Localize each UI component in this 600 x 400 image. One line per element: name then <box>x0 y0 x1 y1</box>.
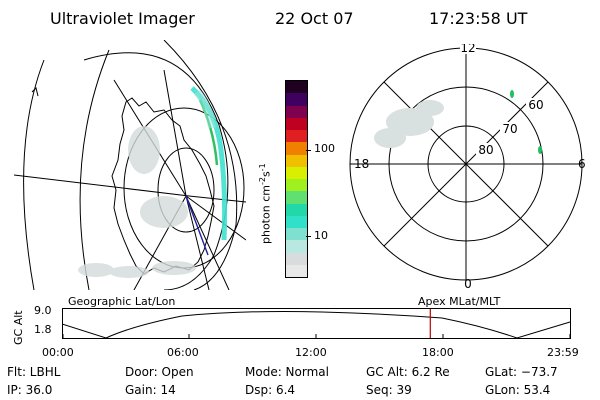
polar-plot: 12 18 6 0 60 70 80 <box>349 44 586 291</box>
status-seq: Seq: 39 <box>366 383 412 397</box>
polar-label-12: 12 <box>460 44 475 55</box>
colorbar-band <box>286 81 307 94</box>
colorbar-band <box>286 215 307 228</box>
status-filter: Flt: LBHL <box>7 365 61 379</box>
colorbar-band <box>286 154 307 167</box>
colorbar-band <box>286 105 307 118</box>
color-scale-bar <box>285 80 308 278</box>
polar-label-70: 70 <box>502 122 517 136</box>
altitude-curve <box>62 311 571 339</box>
colorbar-tick-label: 10 <box>314 229 328 242</box>
timeline-tick-label: 12:00 <box>295 346 327 359</box>
polar-label-18: 18 <box>354 157 369 171</box>
colorbar-band <box>286 240 307 253</box>
lat-arc <box>79 49 110 290</box>
timeline-tick-label: 18:00 <box>422 346 454 359</box>
timeline-chart <box>62 308 571 339</box>
colorbar-band <box>286 252 307 265</box>
colorbar-band <box>286 203 307 216</box>
timeline-left-title: Geographic Lat/Lon <box>68 295 176 308</box>
colorbar-tick <box>306 150 311 151</box>
header-time: 17:23:58 UT <box>429 9 528 28</box>
timeline-y-max: 9.0 <box>34 304 52 317</box>
colorbar-band <box>286 117 307 130</box>
colorbar-band <box>286 130 307 143</box>
satellite-track <box>185 195 209 256</box>
app-title: Ultraviolet Imager <box>50 9 195 28</box>
aurora-dot <box>510 90 514 98</box>
timeline-tick-label: 23:59 <box>547 346 579 359</box>
colorbar-tick-label: 100 <box>314 142 335 155</box>
status-mode: Mode: Normal <box>245 365 329 379</box>
lat-arc <box>23 59 45 290</box>
status-dsp: Dsp: 6.4 <box>245 383 296 397</box>
status-gain: Gain: 14 <box>125 383 176 397</box>
header-date: 22 Oct 07 <box>275 9 354 28</box>
polar-diag <box>383 81 549 247</box>
status-gc-alt: GC Alt: 6.2 Re <box>366 365 450 379</box>
lat-arc <box>83 52 229 290</box>
pole-marker <box>31 87 39 97</box>
timeline-frame <box>62 308 571 339</box>
coastline <box>111 97 215 275</box>
lat-arc <box>163 40 238 290</box>
status-ip: IP: 36.0 <box>7 383 53 397</box>
timeline-y-label: GC Alt <box>12 310 25 345</box>
colorbar-band <box>286 228 307 241</box>
polar-label-0: 0 <box>464 277 472 291</box>
polar-label-80: 80 <box>478 143 493 157</box>
colorbar-units-label: photon cm-2s-1 <box>258 163 273 244</box>
colorbar-band <box>286 179 307 192</box>
polar-label-60: 60 <box>528 98 543 112</box>
aurora-dot <box>538 146 542 154</box>
timeline-y-min: 1.8 <box>34 323 52 336</box>
timeline-tick-label: 00:00 <box>42 346 74 359</box>
colorbar-band <box>286 166 307 179</box>
polar-label-6: 6 <box>578 157 586 171</box>
timeline-right-title: Apex MLat/MLT <box>418 295 501 308</box>
status-glat: GLat: −73.7 <box>485 365 558 379</box>
timeline-tick-label: 06:00 <box>167 346 199 359</box>
lon-line <box>185 195 210 290</box>
colorbar-band <box>286 142 307 155</box>
status-door: Door: Open <box>125 365 194 379</box>
colorbar-band <box>286 264 307 277</box>
status-glon: GLon: 53.4 <box>485 383 551 397</box>
lon-line <box>163 69 187 197</box>
colorbar-band <box>286 93 307 106</box>
colorbar-band <box>286 191 307 204</box>
lon-line <box>14 174 246 203</box>
lon-line <box>185 195 246 241</box>
colorbar-tick <box>306 236 311 237</box>
lon-line <box>185 195 230 290</box>
geographic-map <box>14 40 246 290</box>
lat-circle <box>157 147 215 233</box>
